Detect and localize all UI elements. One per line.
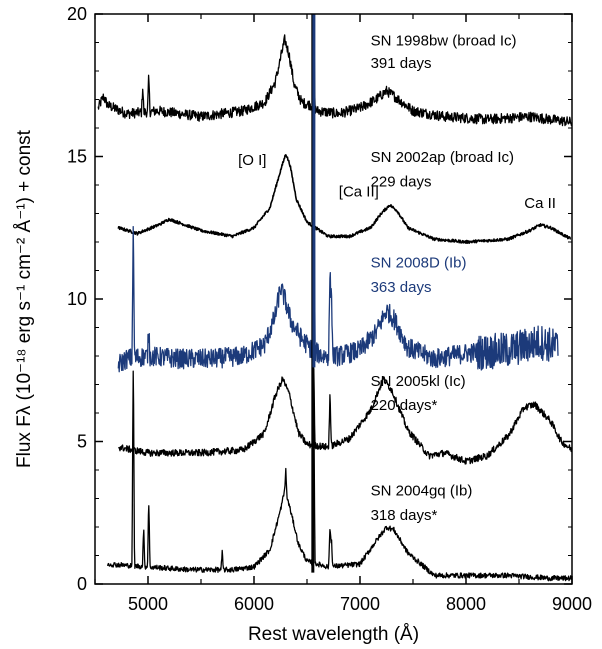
x-axis-label: Rest wavelength (Å) [248, 624, 419, 645]
annotation-label: SN 1998bw (broad Ic) [371, 32, 517, 49]
annotation-label: Ca II [524, 195, 556, 212]
annotation-label: [O I] [238, 152, 266, 169]
annotation-label: SN 2004gq (Ib) [371, 483, 473, 500]
x-tick-label: 6000 [234, 594, 274, 614]
annotations: SN 1998bw (broad Ic) 391 days SN 2002ap (b… [238, 32, 556, 524]
y-tick-label: 20 [67, 4, 87, 24]
x-tick-label: 7000 [340, 594, 380, 614]
series-line-2 [117, 154, 572, 244]
plot-frame [94, 13, 573, 585]
annotation-label: 391 days [371, 55, 432, 72]
series-line-4 [118, 368, 572, 465]
annotation-label: SN 2002ap (broad Ic) [371, 149, 514, 166]
annotation-label: SN 2008D (Ib) [371, 255, 467, 272]
y-tick-label: 5 [77, 432, 87, 452]
series-line-5 [107, 370, 572, 582]
annotation-label: 363 days [371, 279, 432, 296]
annotation-label: [Ca II] [339, 183, 379, 200]
y-tick-label: 0 [77, 574, 87, 594]
y-tick-label: 15 [67, 147, 87, 167]
annotation-label: 220 days* [371, 397, 438, 414]
x-tick-label: 8000 [446, 594, 486, 614]
series-line-1 [97, 14, 572, 127]
x-tick-label: 9000 [552, 594, 592, 614]
axis-ticks: 5000 6000 7000 8000 9000 0 5 10 15 20 [67, 4, 592, 614]
x-tick-label: 5000 [128, 594, 168, 614]
spectra-curves [97, 14, 572, 582]
annotation-label: 229 days [371, 173, 432, 190]
y-tick-label: 10 [67, 289, 87, 309]
series-line-3 [117, 57, 559, 373]
annotation-label: SN 2005kl (Ic) [371, 373, 466, 390]
y-axis-label: Flux Fλ (10⁻¹⁸ erg s⁻¹ cm⁻² Å⁻¹) + const [14, 129, 35, 468]
annotation-label: 318 days* [371, 507, 438, 524]
